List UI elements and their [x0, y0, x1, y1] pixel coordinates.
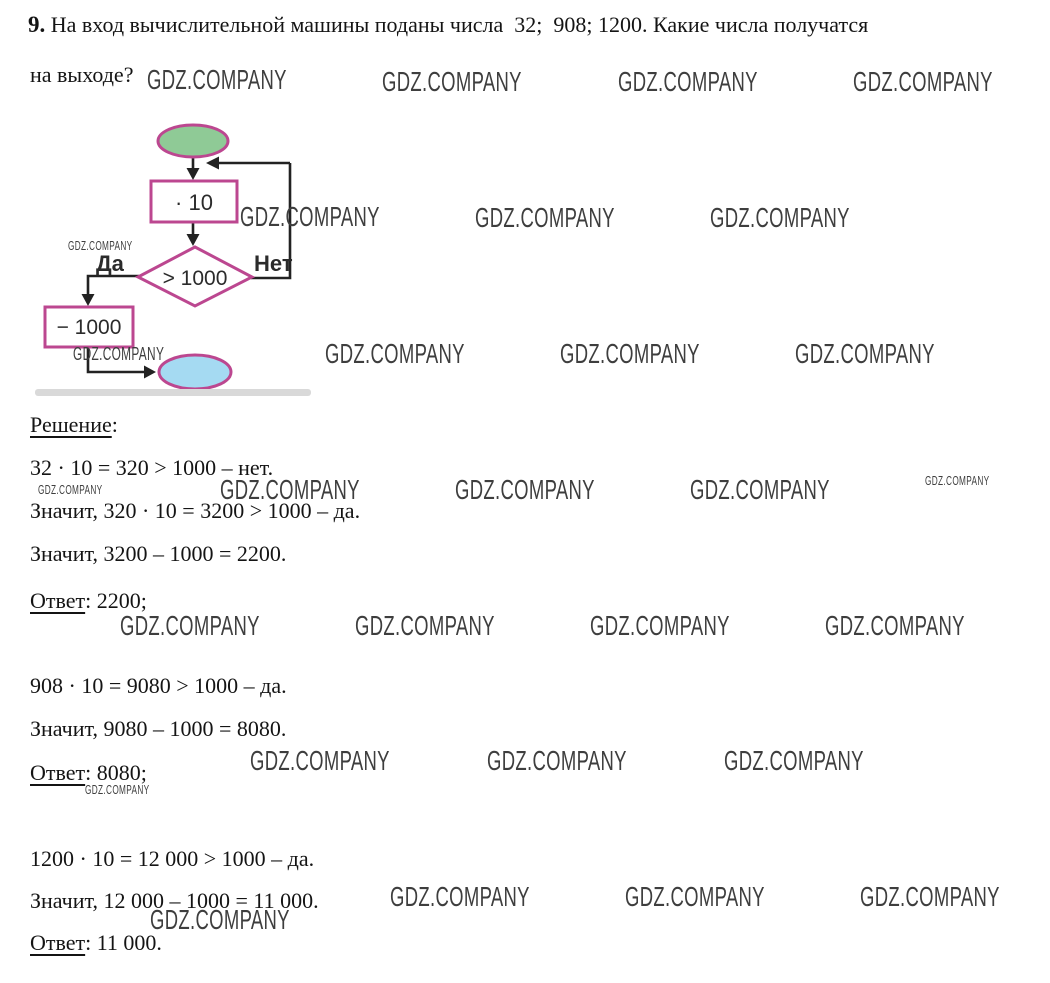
watermark-text: GDZ.COMPANY	[38, 483, 103, 497]
answer-line: Ответ: 8080;	[30, 760, 147, 785]
solution-line: Значит, 3200 – 1000 = 2200.	[30, 541, 287, 566]
watermark-text: GDZ.COMPANY	[853, 66, 993, 97]
solution-line: Значит, 9080 – 1000 = 8080.	[30, 716, 287, 741]
watermark-text: GDZ.COMPANY	[825, 610, 965, 641]
solution-line: 32 · 10 = 320 > 1000 – нет.	[30, 455, 274, 480]
flow-line-subtract-to-end	[86, 347, 146, 374]
watermark-text: GDZ.COMPANY	[618, 66, 758, 97]
start-terminal-shape	[156, 123, 230, 159]
answer-line: Ответ: 11 000.	[30, 930, 162, 955]
watermark-text: GDZ.COMPANY	[487, 745, 627, 776]
subtract-label: − 1000	[57, 316, 122, 339]
flow-line-no-branch	[251, 163, 292, 280]
watermark-text: GDZ.COMPANY	[590, 610, 730, 641]
arrowhead-down-into-multiply	[186, 168, 200, 180]
problem-number: 9.	[28, 12, 46, 37]
solution-line: Значит, 320 · 10 = 3200 > 1000 – да.	[30, 498, 361, 523]
subtract-process-box	[43, 305, 135, 349]
watermark-text: GDZ.COMPANY	[325, 338, 465, 369]
solution-heading: Решение:	[30, 412, 118, 437]
watermark-text: GDZ.COMPANY	[355, 610, 495, 641]
problem-text: На вход вычислительной машины поданы чис…	[50, 12, 869, 37]
watermark-text: GDZ.COMPANY	[560, 338, 700, 369]
watermark-text: GDZ.COMPANY	[250, 745, 390, 776]
image-shadow-bar	[35, 389, 311, 396]
multiply-label: · 10	[175, 190, 213, 215]
arrowhead-down-into-subtract	[81, 294, 95, 306]
solution-line: 908 · 10 = 9080 > 1000 – да.	[30, 673, 287, 698]
watermark-text: GDZ.COMPANY	[860, 881, 1000, 912]
watermark-text: GDZ.COMPANY	[382, 66, 522, 97]
yes-branch-label: Да	[96, 251, 125, 276]
watermark-text: GDZ.COMPANY	[690, 474, 830, 505]
watermark-text: GDZ.COMPANY	[724, 745, 864, 776]
watermark-text: GDZ.COMPANY	[390, 881, 530, 912]
arrowhead-right-into-end	[144, 365, 156, 379]
watermark-text: GDZ.COMPANY	[795, 338, 935, 369]
watermark-text: GDZ.COMPANY	[475, 202, 615, 233]
problem-statement-line-1: 9. На вход вычислительной машины поданы …	[28, 12, 868, 38]
watermark-text: GDZ.COMPANY	[710, 202, 850, 233]
answer-line: Ответ: 2200;	[30, 588, 147, 613]
condition-label: > 1000	[163, 267, 228, 290]
watermark-text: GDZ.COMPANY	[147, 64, 287, 95]
flow-line-yes-branch	[86, 274, 139, 296]
no-branch-label: Нет	[254, 251, 293, 276]
solution-line: Значит, 12 000 – 1000 = 11 000.	[30, 888, 319, 913]
arrowhead-down-into-condition	[186, 234, 200, 246]
end-terminal-shape	[157, 353, 233, 391]
solution-line: 1200 · 10 = 12 000 > 1000 – да.	[30, 846, 315, 871]
watermark-text: GDZ.COMPANY	[625, 881, 765, 912]
watermark-text: GDZ.COMPANY	[120, 610, 260, 641]
watermark-text: GDZ.COMPANY	[455, 474, 595, 505]
multiply-process-box	[149, 179, 239, 224]
flowchart-diagram: · 10 > 1000 Да Нет − 1000	[35, 123, 311, 396]
watermark-text: GDZ.COMPANY	[925, 474, 990, 488]
condition-diamond	[134, 245, 256, 308]
problem-statement-line-2: на выходе?	[30, 62, 134, 87]
arrowhead-left-loop	[206, 156, 219, 170]
